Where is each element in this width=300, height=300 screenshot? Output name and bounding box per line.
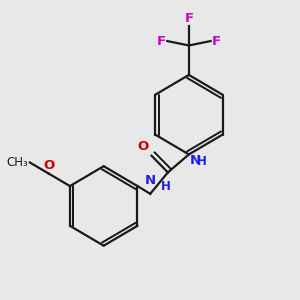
Text: F: F: [212, 34, 221, 48]
Text: O: O: [43, 159, 54, 172]
Text: O: O: [137, 140, 148, 153]
Text: H: H: [197, 155, 207, 168]
Text: CH₃: CH₃: [7, 156, 28, 169]
Text: H: H: [161, 180, 171, 193]
Text: N: N: [190, 154, 201, 167]
Text: F: F: [184, 12, 194, 25]
Text: F: F: [157, 34, 166, 48]
Text: N: N: [145, 174, 156, 187]
